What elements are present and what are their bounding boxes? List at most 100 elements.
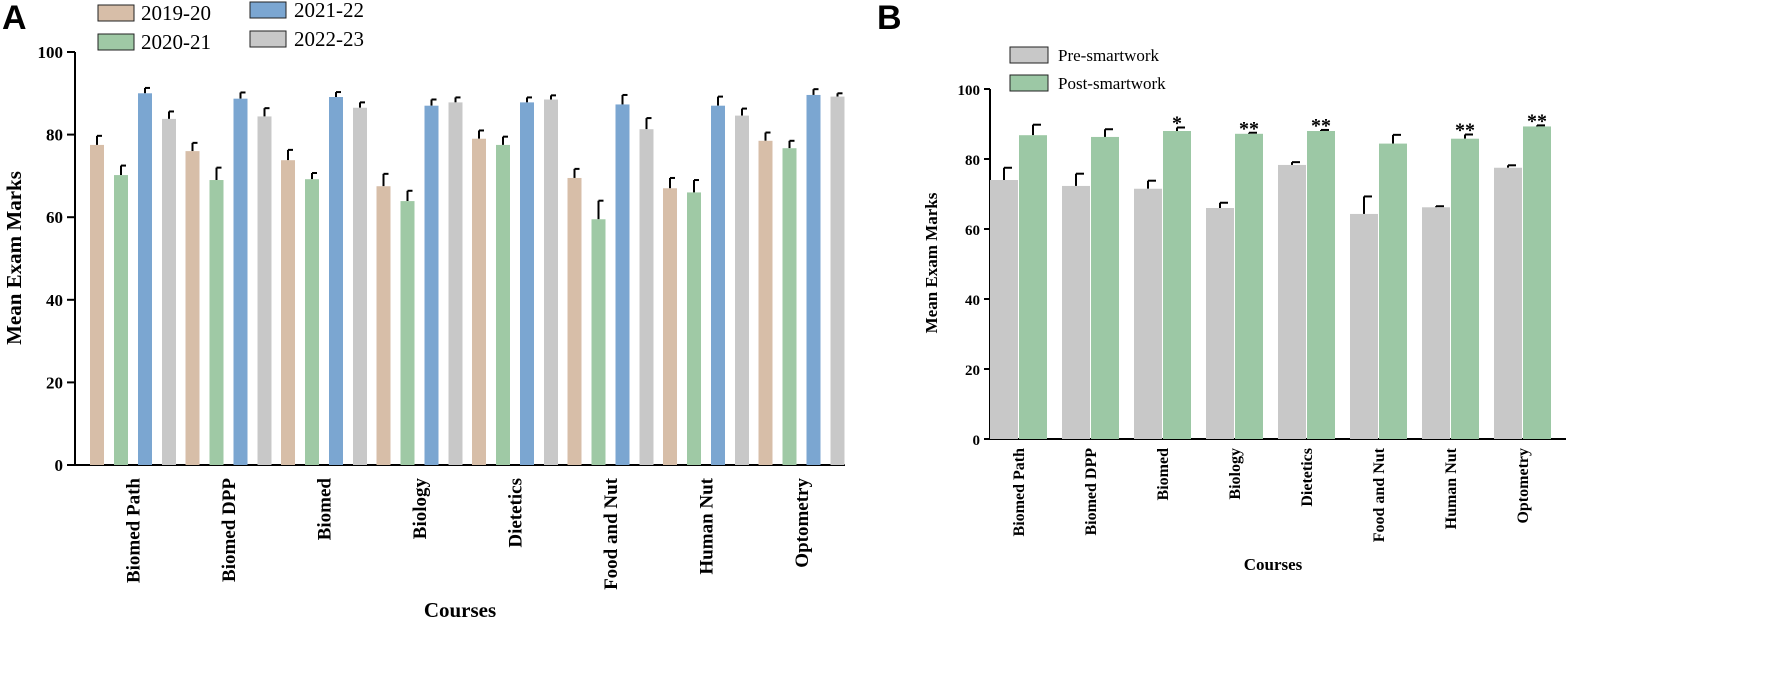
bar-pre-smartwork-biomed-dpp — [1062, 185, 1090, 439]
legend-label-2022-23: 2022-23 — [294, 27, 364, 51]
bar-post-smartwork-biomed-path — [1019, 135, 1047, 439]
x-tick-label: Food and Nut — [601, 477, 622, 590]
legend-label-2019-20: 2019-20 — [141, 1, 211, 25]
x-tick-label: Biomed Path — [124, 478, 145, 583]
bar-2022-23-optometry — [830, 96, 845, 465]
panel-a-legend: 2019-20 2020-21 2021-22 2022-23 — [97, 0, 364, 54]
bar-2019-20-optometry — [758, 140, 773, 466]
bar-post-smartwork-biomed — [1163, 131, 1191, 439]
panel-b: B Pre-smartwork Post-smartwork Mean Exam… — [877, 0, 1566, 574]
panel-a-y-axis-title: Mean Exam Marks — [2, 171, 26, 345]
y-tick-label: 40 — [46, 291, 63, 310]
y-tick-label: 100 — [38, 43, 64, 62]
bar-pre-smartwork-biomed-path — [990, 180, 1018, 439]
legend-label-2020-21: 2020-21 — [141, 30, 211, 54]
bar-2020-21-dietetics — [496, 144, 510, 466]
x-tick-label: Human Nut — [1443, 447, 1460, 529]
significance-marker: ** — [1311, 115, 1331, 137]
bar-2019-20-human-nut — [663, 188, 677, 466]
x-tick-label: Dietetics — [506, 478, 527, 548]
bar-2019-20-biomed-dpp — [185, 151, 200, 465]
bar-2021-22-biomed — [329, 97, 343, 465]
x-tick-label: Biology — [410, 478, 431, 540]
y-tick-label: 100 — [958, 83, 981, 99]
x-tick-label: Biology — [1227, 448, 1244, 500]
bar-post-smartwork-human-nut — [1451, 138, 1479, 439]
x-tick-label: Biomed — [315, 478, 336, 541]
bar-2020-21-biology — [400, 201, 415, 465]
significance-marker: ** — [1455, 120, 1475, 142]
panel-b-y-axis-title: Mean Exam Marks — [922, 192, 941, 333]
panel-a-x-axis-title: Courses — [424, 598, 496, 622]
bar-2019-20-food-and-nut — [567, 177, 582, 465]
bar-2019-20-biology — [376, 186, 391, 465]
legend-swatch-2020-21 — [97, 33, 135, 51]
legend-swatch-2022-23 — [249, 30, 287, 48]
x-tick-label: Biomed DPP — [1083, 448, 1100, 536]
bar-post-smartwork-biology — [1235, 133, 1263, 440]
bar-2020-21-food-and-nut — [591, 219, 606, 465]
legend-label-2021-22: 2021-22 — [294, 0, 364, 22]
bar-post-smartwork-optometry — [1523, 126, 1551, 439]
bar-2021-22-biomed-dpp — [233, 98, 248, 465]
significance-marker: ** — [1239, 118, 1259, 140]
panel-b-legend: Pre-smartwork Post-smartwork — [1009, 46, 1166, 93]
panel-b-x-axis-title: Courses — [1244, 555, 1303, 574]
bar-2020-21-optometry — [782, 148, 797, 465]
bar-2021-22-dietetics — [520, 102, 534, 466]
x-tick-label: Optometry — [1515, 448, 1532, 524]
bar-pre-smartwork-dietetics — [1278, 164, 1306, 439]
x-tick-label: Biomed Path — [1011, 448, 1028, 537]
bar-2019-20-biomed-path — [90, 144, 104, 466]
bar-pre-smartwork-biomed — [1134, 188, 1162, 439]
x-tick-label: Dietetics — [1299, 448, 1316, 507]
bar-2020-21-biomed-dpp — [209, 180, 224, 465]
bar-2022-23-dietetics — [544, 99, 558, 466]
panel-a: A 2019-20 2020-21 2021-22 2022-23 Mean E… — [2, 0, 845, 622]
panel-a-label: A — [2, 0, 27, 37]
x-tick-label: Food and Nut — [1371, 447, 1388, 542]
bar-pre-smartwork-optometry — [1494, 167, 1522, 439]
legend-swatch-2019-20 — [97, 4, 135, 22]
y-tick-label: 60 — [965, 223, 980, 239]
bar-2020-21-biomed-path — [114, 175, 128, 465]
bar-2022-23-biomed — [353, 107, 367, 465]
bar-2020-21-human-nut — [687, 192, 701, 466]
bar-2022-23-biomed-dpp — [257, 116, 272, 465]
legend-swatch-post-smartwork — [1009, 74, 1049, 92]
bar-2022-23-biology — [448, 102, 463, 466]
bar-2022-23-food-and-nut — [639, 129, 654, 465]
bar-2020-21-biomed — [305, 179, 319, 466]
bar-pre-smartwork-human-nut — [1422, 207, 1450, 439]
bar-2021-22-optometry — [806, 94, 821, 466]
bar-2022-23-biomed-path — [162, 118, 176, 465]
legend-swatch-pre-smartwork — [1009, 46, 1049, 64]
y-tick-label: 80 — [965, 153, 980, 169]
x-tick-label: Biomed DPP — [219, 478, 240, 582]
bar-post-smartwork-food-and-nut — [1379, 143, 1407, 439]
bar-pre-smartwork-biology — [1206, 208, 1234, 439]
bar-2021-22-biomed-path — [138, 93, 152, 466]
bar-2021-22-food-and-nut — [615, 104, 630, 466]
x-tick-label: Optometry — [792, 478, 813, 568]
y-tick-label: 0 — [55, 456, 64, 475]
x-tick-label: Biomed — [1155, 448, 1172, 501]
y-tick-label: 40 — [965, 293, 980, 309]
y-tick-label: 80 — [46, 126, 63, 145]
bar-2019-20-biomed — [281, 160, 295, 465]
y-tick-label: 20 — [965, 363, 980, 379]
significance-marker: * — [1172, 113, 1182, 135]
bar-2021-22-human-nut — [711, 105, 725, 465]
y-tick-label: 0 — [973, 433, 981, 449]
significance-marker: ** — [1527, 110, 1547, 132]
bar-post-smartwork-dietetics — [1307, 131, 1335, 439]
panel-b-label: B — [877, 0, 902, 37]
legend-label-post-smartwork: Post-smartwork — [1058, 74, 1166, 93]
bar-2021-22-biology — [424, 105, 439, 465]
x-tick-label: Human Nut — [697, 477, 718, 574]
bar-pre-smartwork-food-and-nut — [1350, 213, 1378, 439]
y-tick-label: 20 — [46, 373, 63, 392]
bar-2022-23-human-nut — [735, 115, 749, 466]
bar-post-smartwork-biomed-dpp — [1091, 136, 1119, 439]
